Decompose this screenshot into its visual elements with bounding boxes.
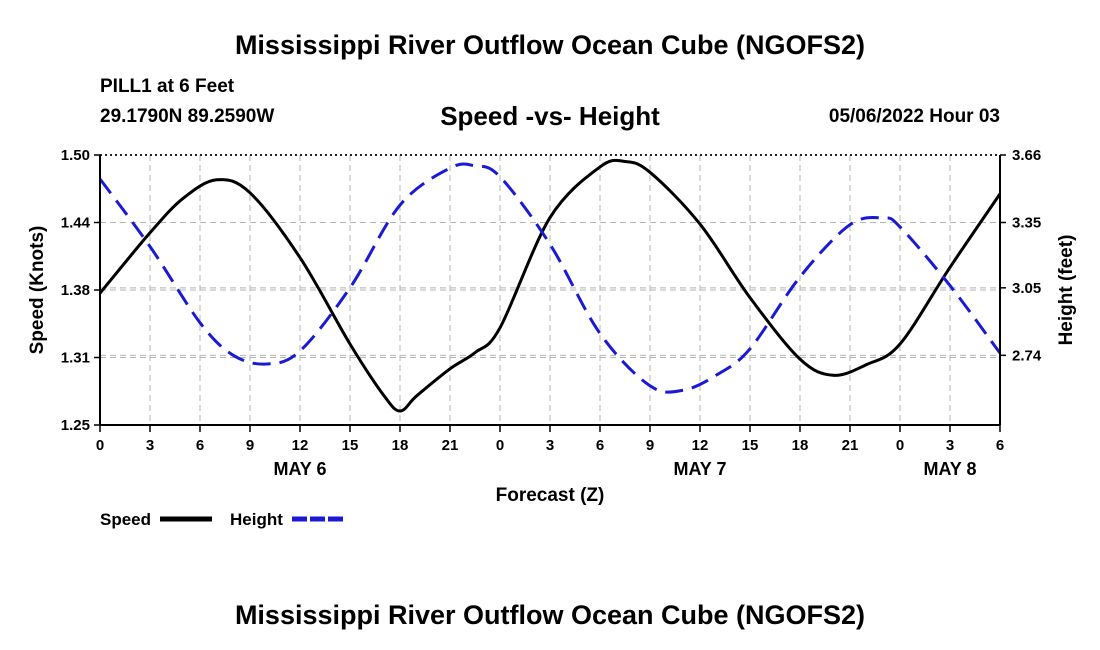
x-tick-label: 15 — [342, 437, 359, 454]
grid — [100, 154, 1000, 425]
legend-label-height: Height — [230, 510, 283, 529]
x-tick-label: 9 — [246, 437, 254, 454]
x-tick-label: 6 — [596, 437, 604, 454]
day-label: MAY 7 — [673, 459, 726, 479]
x-tick-label: 18 — [792, 437, 809, 454]
left-tick-label: 1.38 — [61, 282, 90, 299]
legend-label-speed: Speed — [100, 510, 151, 529]
x-tick-label: 0 — [896, 437, 904, 454]
axes: 0 3 6 9 12 15 18 21 0 3 6 9 12 15 18 21 0 3 6 MAY 6 MAY 7 MAY… — [27, 147, 1077, 506]
left-tick-label: 1.31 — [61, 350, 90, 367]
right-tick-label: 3.35 — [1012, 215, 1041, 232]
x-tick-label: 9 — [646, 437, 654, 454]
left-tick-label: 1.44 — [61, 215, 91, 232]
legend: Speed Height — [100, 510, 343, 529]
left-tick-label: 1.50 — [61, 147, 90, 164]
repeated-main-title: Mississippi River Outflow Ocean Cube (NG… — [234, 600, 866, 630]
x-tick-label: 6 — [996, 437, 1004, 454]
x-tick-label: 21 — [442, 437, 459, 454]
x-tick-label: 6 — [196, 437, 204, 454]
x-tick-label: 21 — [842, 437, 859, 454]
station-coordinates: 29.1790N 89.2590W — [100, 106, 275, 127]
x-tick-label: 3 — [146, 437, 154, 454]
forecast-datetime: 05/06/2022 Hour 03 — [828, 106, 1000, 127]
left-axis-title: Speed (Knots) — [27, 226, 48, 355]
day-label: MAY 8 — [923, 459, 976, 479]
x-tick-label: 0 — [96, 437, 104, 454]
right-tick-label: 3.66 — [1012, 147, 1041, 164]
x-tick-label: 15 — [742, 437, 759, 454]
x-tick-label: 0 — [496, 437, 504, 454]
station-label: PILL1 at 6 Feet — [100, 76, 235, 97]
height-series-line — [98, 162, 1002, 394]
x-axis-title: Forecast (Z) — [496, 485, 605, 506]
right-tick-label: 3.05 — [1012, 280, 1041, 297]
chart-subtitle: Speed -vs- Height — [440, 101, 660, 131]
x-tick-label: 12 — [292, 437, 309, 454]
day-label: MAY 6 — [273, 459, 326, 479]
speed-series-line — [98, 158, 1002, 413]
left-tick-label: 1.25 — [61, 417, 90, 434]
x-tick-label: 3 — [946, 437, 954, 454]
x-tick-label: 18 — [392, 437, 409, 454]
right-axis-title: Height (feet) — [1056, 235, 1077, 346]
right-tick-label: 2.74 — [1012, 347, 1042, 364]
chart-main-title: Mississippi River Outflow Ocean Cube (NG… — [234, 30, 866, 60]
x-tick-label: 3 — [546, 437, 554, 454]
x-tick-label: 12 — [692, 437, 709, 454]
series-lines — [98, 158, 1002, 413]
